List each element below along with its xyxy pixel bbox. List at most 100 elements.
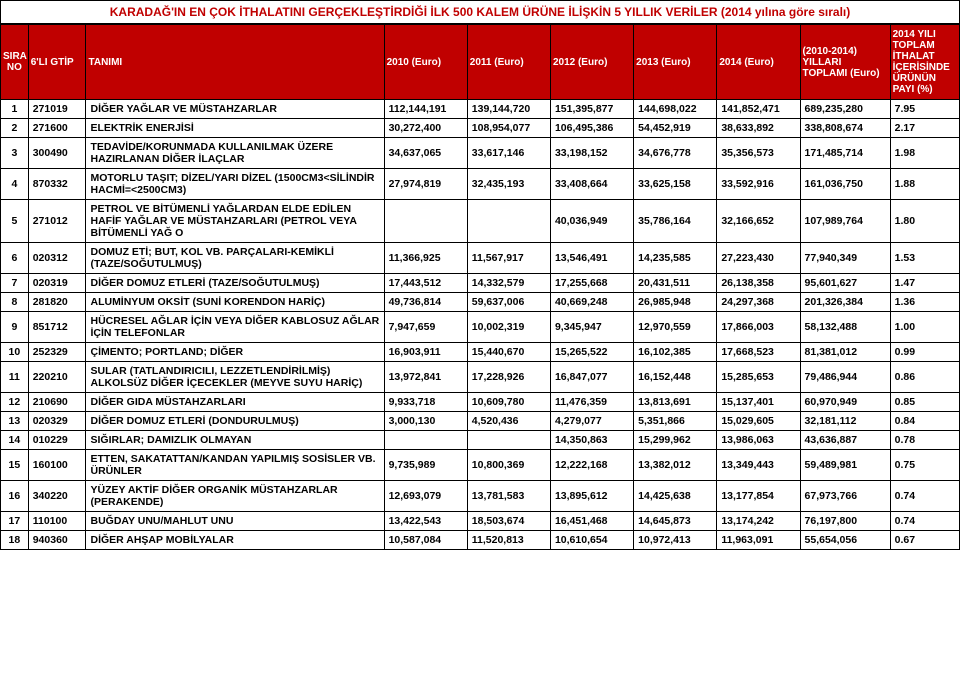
cell-2010: 3,000,130 [384,412,467,431]
table-row: 4870332MOTORLU TAŞIT; DİZEL/YARI DİZEL (… [1,169,960,200]
cell-2013: 33,625,158 [634,169,717,200]
cell-sum: 171,485,714 [800,138,890,169]
cell-pct: 1.88 [890,169,959,200]
table-row: 16340220YÜZEY AKTİF DİĞER ORGANİK MÜSTAH… [1,481,960,512]
cell-sum: 59,489,981 [800,450,890,481]
col-header-2011: 2011 (Euro) [467,25,550,100]
cell-2012: 40,669,248 [550,293,633,312]
cell-2013: 5,351,866 [634,412,717,431]
cell-2014: 26,138,358 [717,274,800,293]
cell-2014: 38,633,892 [717,119,800,138]
cell-gtip: 870332 [28,169,86,200]
cell-pct: 0.67 [890,531,959,550]
cell-sum: 60,970,949 [800,393,890,412]
cell-gtip: 271019 [28,100,86,119]
col-header-2014: 2014 (Euro) [717,25,800,100]
cell-2010: 11,366,925 [384,243,467,274]
cell-pct: 1.00 [890,312,959,343]
table-row: 17110100BUĞDAY UNU/MAHLUT UNU13,422,5431… [1,512,960,531]
cell-2010: 13,422,543 [384,512,467,531]
cell-2011: 15,440,670 [467,343,550,362]
cell-sum: 201,326,384 [800,293,890,312]
cell-gtip: 020319 [28,274,86,293]
cell-pct: 1.98 [890,138,959,169]
cell-gtip: 340220 [28,481,86,512]
table-row: 11220210SULAR (TATLANDIRICILI, LEZZETLEN… [1,362,960,393]
cell-2011: 33,617,146 [467,138,550,169]
cell-2011: 14,332,579 [467,274,550,293]
cell-pct: 0.74 [890,512,959,531]
cell-2012: 106,495,386 [550,119,633,138]
cell-2013: 34,676,778 [634,138,717,169]
cell-2012: 151,395,877 [550,100,633,119]
cell-2012: 40,036,949 [550,200,633,243]
col-header-2013: 2013 (Euro) [634,25,717,100]
cell-pct: 1.80 [890,200,959,243]
cell-2012: 13,895,612 [550,481,633,512]
cell-2010: 7,947,659 [384,312,467,343]
col-header-sum: (2010-2014) YILLARI TOPLAMI (Euro) [800,25,890,100]
table-header-row: SIRA NO 6'LI GTİP TANIMI 2010 (Euro) 201… [1,25,960,100]
cell-2010: 27,974,819 [384,169,467,200]
cell-sira: 8 [1,293,29,312]
cell-sum: 161,036,750 [800,169,890,200]
table-row: 10252329ÇİMENTO; PORTLAND; DİĞER16,903,9… [1,343,960,362]
cell-sira: 1 [1,100,29,119]
col-header-2012: 2012 (Euro) [550,25,633,100]
cell-2013: 12,970,559 [634,312,717,343]
cell-2013: 20,431,511 [634,274,717,293]
cell-gtip: 210690 [28,393,86,412]
cell-sum: 689,235,280 [800,100,890,119]
cell-2010: 9,933,718 [384,393,467,412]
cell-2011: 59,637,006 [467,293,550,312]
cell-sum: 43,636,887 [800,431,890,450]
page-title: KARADAĞ'IN EN ÇOK İTHALATINI GERÇEKLEŞTİ… [0,0,960,24]
cell-2013: 14,645,873 [634,512,717,531]
cell-tanim: TEDAVİDE/KORUNMADA KULLANILMAK ÜZERE HAZ… [86,138,384,169]
cell-2011: 139,144,720 [467,100,550,119]
cell-tanim: DİĞER DOMUZ ETLERİ (TAZE/SOĞUTULMUŞ) [86,274,384,293]
cell-2011: 18,503,674 [467,512,550,531]
cell-2011: 11,520,813 [467,531,550,550]
cell-2010: 9,735,989 [384,450,467,481]
cell-pct: 2.17 [890,119,959,138]
cell-2011 [467,431,550,450]
cell-2014: 15,137,401 [717,393,800,412]
cell-2010: 112,144,191 [384,100,467,119]
cell-2014: 13,986,063 [717,431,800,450]
cell-2011: 11,567,917 [467,243,550,274]
cell-2014: 32,166,652 [717,200,800,243]
cell-sira: 5 [1,200,29,243]
cell-2010: 10,587,084 [384,531,467,550]
cell-2012: 15,265,522 [550,343,633,362]
table-row: 15160100ETTEN, SAKATATTAN/KANDAN YAPILMI… [1,450,960,481]
cell-sira: 2 [1,119,29,138]
cell-2012: 16,847,077 [550,362,633,393]
cell-2014: 11,963,091 [717,531,800,550]
table-row: 9851712HÜCRESEL AĞLAR İÇİN VEYA DİĞER KA… [1,312,960,343]
cell-2012: 13,546,491 [550,243,633,274]
cell-sira: 16 [1,481,29,512]
cell-tanim: ELEKTRİK ENERJİSİ [86,119,384,138]
cell-2013: 144,698,022 [634,100,717,119]
cell-2011: 4,520,436 [467,412,550,431]
table-row: 6020312DOMUZ ETİ; BUT, KOL VB. PARÇALARI… [1,243,960,274]
cell-sum: 58,132,488 [800,312,890,343]
cell-sum: 79,486,944 [800,362,890,393]
cell-sira: 18 [1,531,29,550]
cell-2011: 10,002,319 [467,312,550,343]
cell-sira: 14 [1,431,29,450]
cell-sum: 107,989,764 [800,200,890,243]
cell-2013: 13,382,012 [634,450,717,481]
cell-pct: 0.86 [890,362,959,393]
table-row: 2271600ELEKTRİK ENERJİSİ30,272,400108,95… [1,119,960,138]
cell-pct: 0.75 [890,450,959,481]
cell-gtip: 271600 [28,119,86,138]
cell-sum: 55,654,056 [800,531,890,550]
cell-sira: 15 [1,450,29,481]
cell-pct: 0.84 [890,412,959,431]
table-row: 3300490TEDAVİDE/KORUNMADA KULLANILMAK ÜZ… [1,138,960,169]
cell-2013: 26,985,948 [634,293,717,312]
cell-pct: 0.99 [890,343,959,362]
cell-2011: 108,954,077 [467,119,550,138]
